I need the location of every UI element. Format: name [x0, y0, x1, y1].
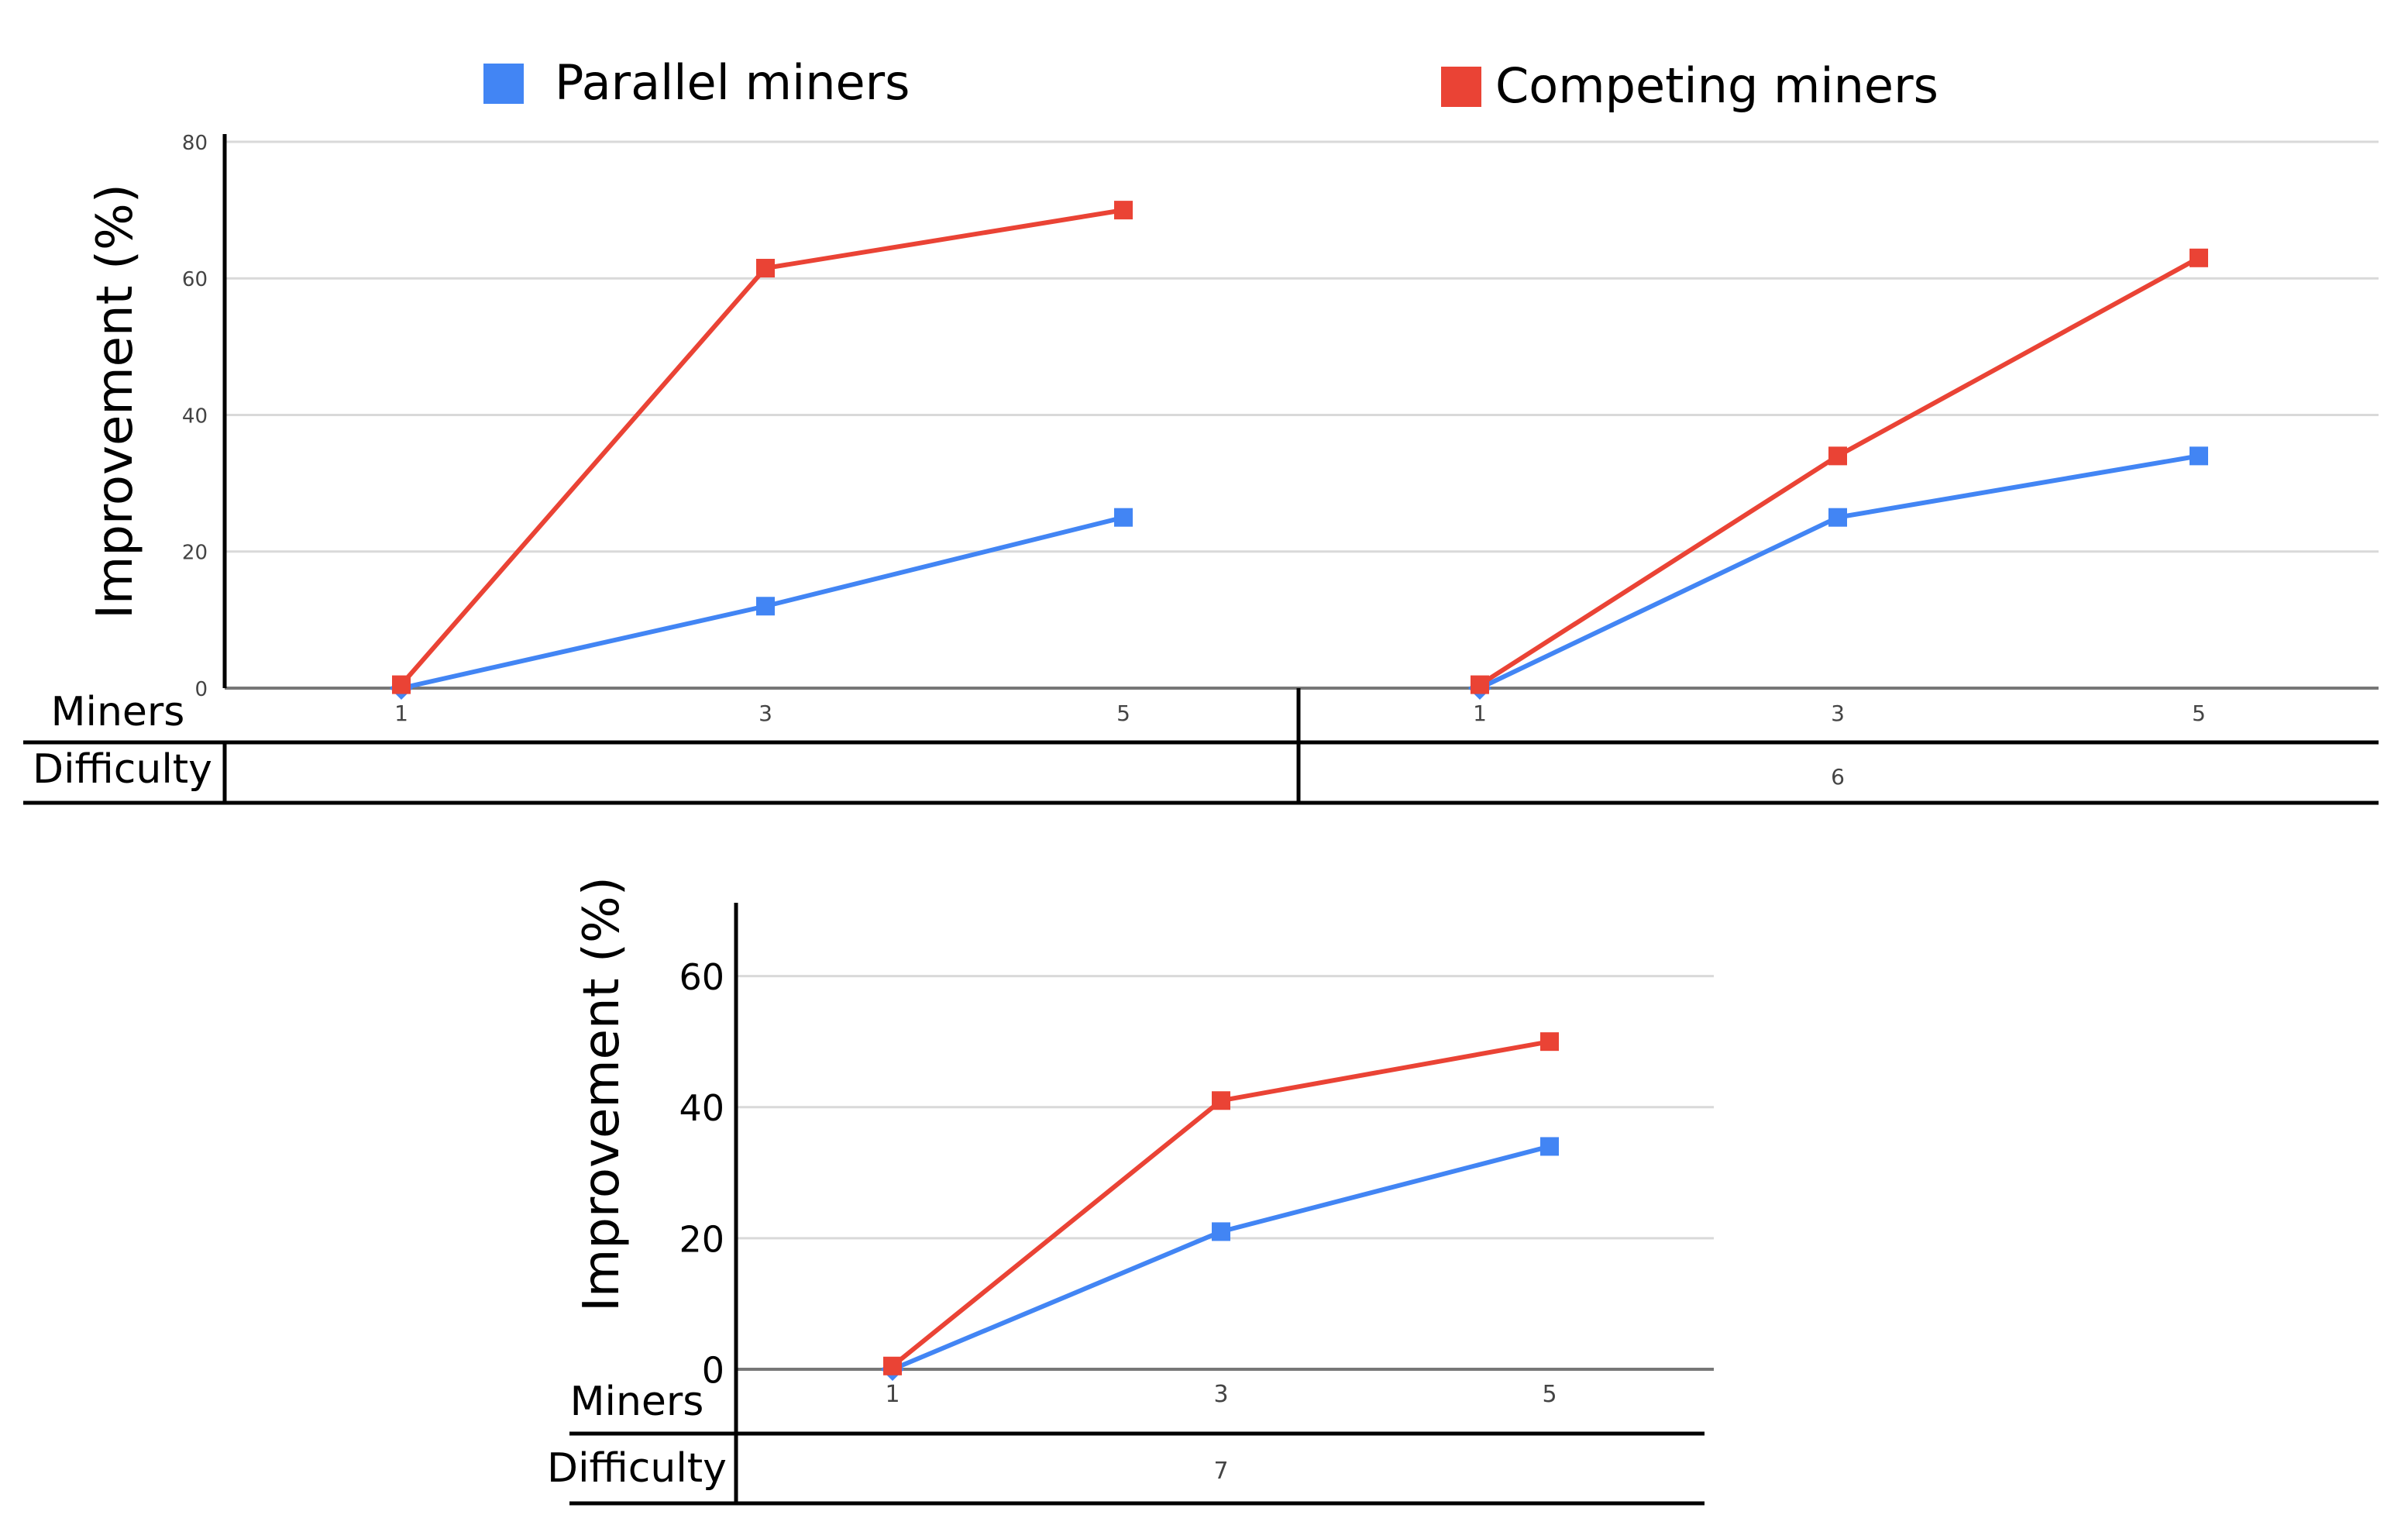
point-competing [392, 675, 411, 694]
y-tick-label: 40 [182, 405, 208, 428]
y-tick-label: 20 [679, 1218, 724, 1260]
point-competing [756, 259, 775, 278]
x-tick-label: 1 [394, 701, 408, 726]
point-parallel [1114, 508, 1133, 527]
x-tick-label: 5 [1116, 701, 1130, 726]
point-competing [2190, 248, 2208, 267]
series-line-parallel [1478, 453, 2200, 690]
y-tick-label: 0 [194, 678, 208, 701]
point-competing [1471, 675, 1489, 694]
x-tick-label: 1 [1473, 701, 1487, 726]
y-tick-label: 60 [182, 268, 208, 291]
x-tick-label: 3 [759, 701, 772, 726]
point-competing [1212, 1091, 1230, 1110]
point-parallel [1212, 1222, 1230, 1241]
y-tick-label: 0 [702, 1349, 724, 1391]
point-competing [883, 1356, 902, 1375]
y-tick-label: 20 [182, 542, 208, 565]
point-competing [1114, 201, 1133, 220]
x-tick-label: 3 [1213, 1381, 1228, 1408]
point-parallel [1540, 1137, 1559, 1156]
point-parallel [1828, 508, 1847, 527]
legend-swatch-competing [1441, 67, 1481, 107]
x-tick-label: 3 [1831, 701, 1845, 726]
y-axis-title: Improvement (%) [87, 184, 144, 619]
miners-row-label: Miners [51, 689, 185, 735]
point-parallel [756, 597, 775, 616]
legend-label-competing: Competing miners [1495, 57, 1938, 114]
x-tick-label: 1 [885, 1381, 900, 1408]
point-competing [1540, 1032, 1559, 1052]
y-tick-label: 80 [182, 132, 208, 155]
miners-row-label: Miners [570, 1379, 704, 1425]
point-parallel [2190, 446, 2208, 466]
series-line-competing [891, 1039, 1550, 1368]
series-line-parallel [891, 1144, 1550, 1372]
legend-label-parallel: Parallel miners [555, 54, 910, 111]
difficulty-row-label: Difficulty [33, 746, 212, 793]
difficulty-value: 6 [1831, 764, 1845, 790]
y-tick-label: 40 [679, 1087, 724, 1129]
difficulty-row-label: Difficulty [547, 1445, 727, 1492]
point-competing [1828, 446, 1847, 466]
series-line-competing [1478, 256, 2200, 687]
x-tick-label: 5 [1542, 1381, 1557, 1408]
x-tick-label: 5 [2192, 701, 2206, 726]
y-tick-label: 60 [679, 956, 724, 998]
difficulty-value: 7 [1213, 1458, 1228, 1485]
legend-swatch-parallel [483, 64, 524, 104]
y-axis-title: Improvement (%) [573, 876, 631, 1312]
